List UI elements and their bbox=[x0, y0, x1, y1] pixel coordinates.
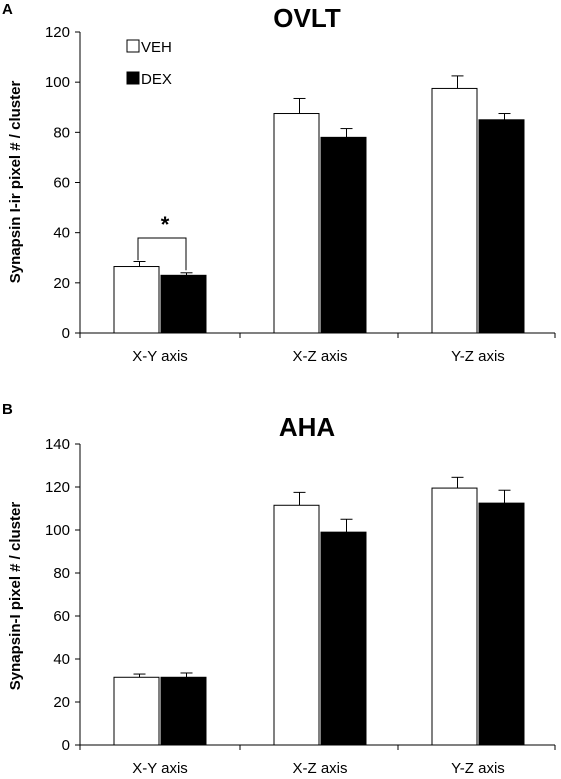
panel-b-bar-veh bbox=[113, 676, 160, 746]
panel-b-category-label: X-Y axis bbox=[132, 760, 188, 777]
panel-b-title: AHA bbox=[279, 412, 336, 442]
panel-b-ytick-label: 140 bbox=[45, 436, 70, 453]
panel-b-bar-dex bbox=[478, 502, 525, 746]
panel-b-category-label: X-Z axis bbox=[292, 760, 347, 777]
panel-a-bar-veh bbox=[113, 266, 160, 334]
panel-a-title: OVLT bbox=[273, 3, 341, 33]
legend-swatch-dex bbox=[126, 71, 140, 85]
panel-b-bar-veh bbox=[431, 487, 478, 746]
panel-b-ytick-label: 20 bbox=[53, 694, 70, 711]
panel-a-ytick-label: 0 bbox=[62, 325, 70, 342]
panel-a-bar-dex bbox=[478, 119, 525, 334]
panel-a-bar-veh bbox=[273, 113, 320, 334]
panel-a-plot: 0 20 40 60 80 100 120 X-Y axis X-Z axis Y-Z axis V… bbox=[45, 24, 556, 365]
panel-a-ytick-label: 120 bbox=[45, 24, 70, 41]
panel-b-bar-dex bbox=[320, 531, 367, 746]
panel-a-ytick-label: 20 bbox=[53, 275, 70, 292]
panel-a-ytick-label: 80 bbox=[53, 124, 70, 141]
panel-a-bar-dex bbox=[320, 136, 367, 334]
panel-a-bar-dex bbox=[160, 274, 207, 334]
panel-a-category-label: X-Z axis bbox=[292, 348, 347, 365]
panel-b-ytick-label: 100 bbox=[45, 522, 70, 539]
panel-a-significance-bracket bbox=[137, 237, 187, 271]
panel-a-ylabel: Synapsin I-ir pixel # / cluster bbox=[7, 81, 24, 284]
panel-b-ytick-label: 60 bbox=[53, 608, 70, 625]
legend-swatch-veh bbox=[126, 39, 140, 53]
panel-a-category-label: X-Y axis bbox=[132, 348, 188, 365]
panel-b-ytick-label: 40 bbox=[53, 651, 70, 668]
panel-a-significance-star: * bbox=[161, 212, 170, 237]
panel-a-ytick-label: 100 bbox=[45, 74, 70, 91]
panel-b-ytick-label: 120 bbox=[45, 479, 70, 496]
panel-b-bar-dex bbox=[160, 676, 207, 746]
panel-a-bar-veh bbox=[431, 87, 478, 334]
panel-b-category-label: Y-Z axis bbox=[451, 760, 505, 777]
panel-b-plot: 0 20 40 60 80 100 120 140 X-Y axis X-Z axis Y-Z ax… bbox=[45, 436, 556, 777]
panel-b-letter: B bbox=[2, 401, 13, 418]
panel-a-ytick-label: 40 bbox=[53, 225, 70, 242]
legend-label-veh: VEH bbox=[141, 39, 172, 56]
legend-label-dex: DEX bbox=[141, 71, 172, 88]
panel-b-ytick-label: 80 bbox=[53, 565, 70, 582]
panel-b-ylabel: Synapsin-I pixel # / cluster bbox=[7, 502, 24, 691]
panel-a-letter: A bbox=[2, 1, 13, 18]
panel-a-ytick-label: 60 bbox=[53, 175, 70, 192]
panel-b-bar-veh bbox=[273, 504, 320, 746]
panel-b-ytick-label: 0 bbox=[62, 737, 70, 754]
panel-a-category-label: Y-Z axis bbox=[451, 348, 505, 365]
